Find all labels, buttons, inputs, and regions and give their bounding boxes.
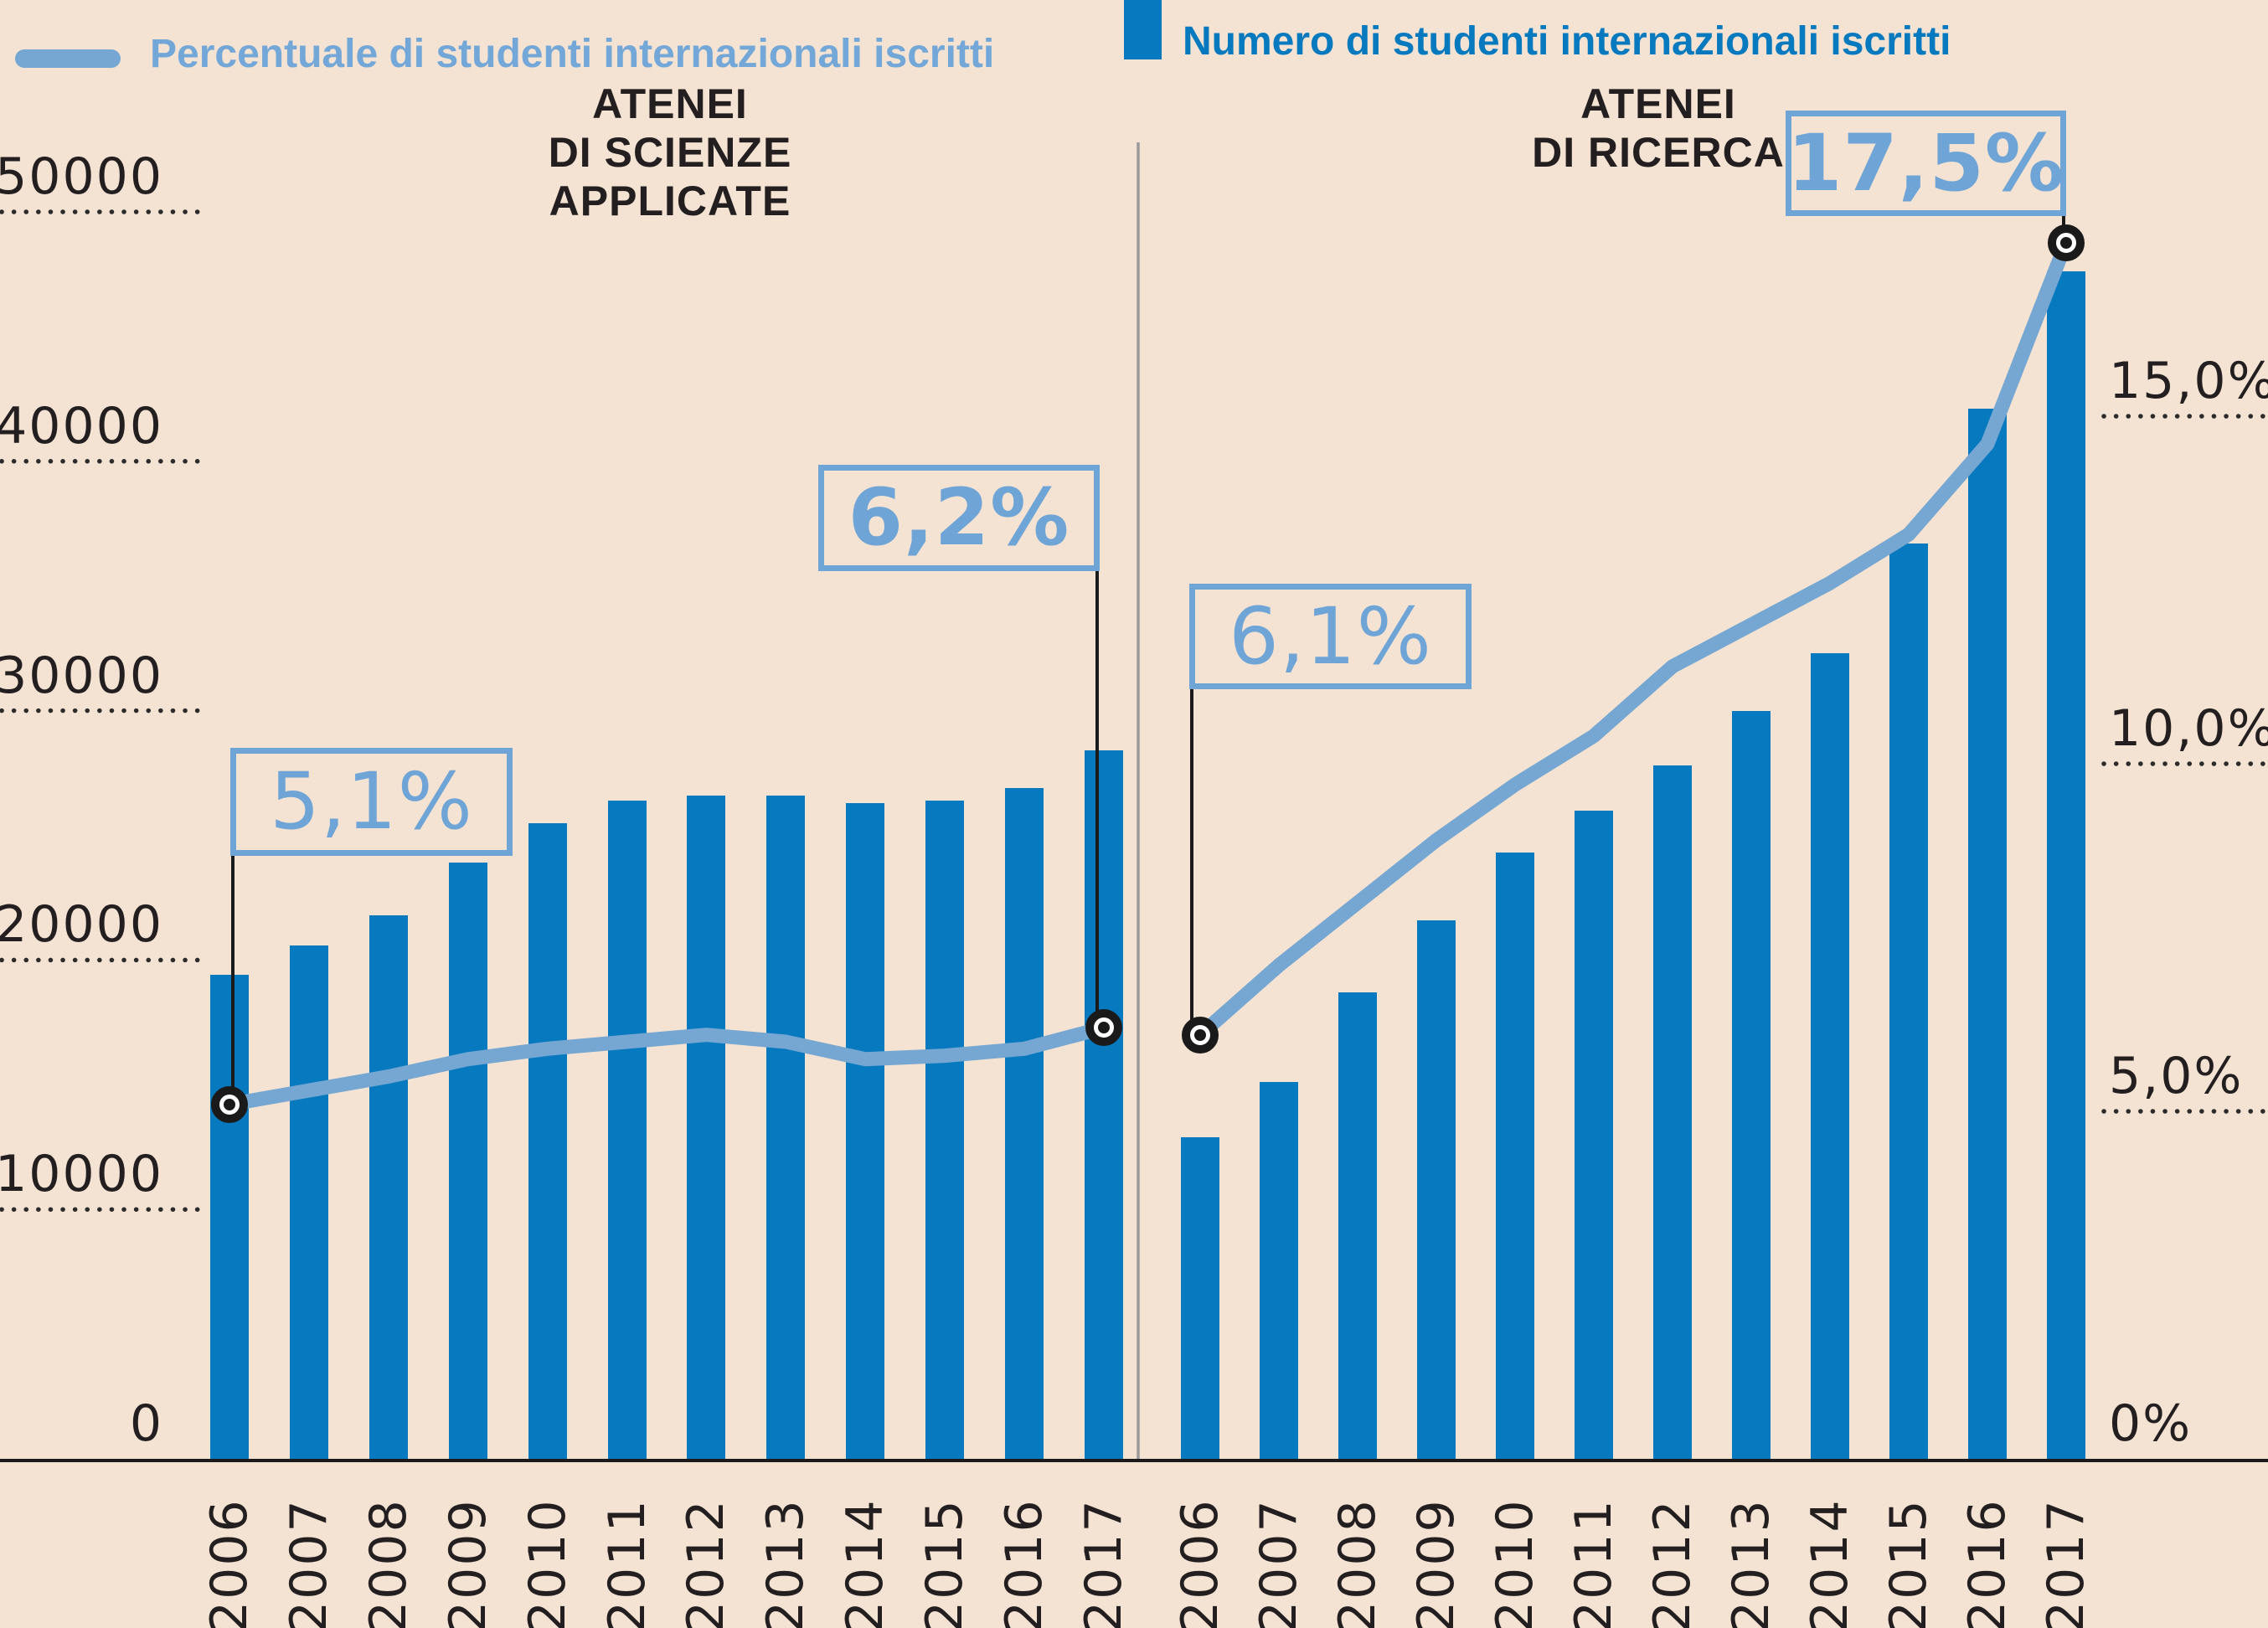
bar-panel0-2010: [528, 822, 567, 1459]
x-axis-label-panel1-2016: 2016: [1958, 1498, 2017, 1628]
line-legend-label: Percentuale di studenti internazionali i…: [150, 32, 995, 76]
callout-connector-62: [1095, 571, 1099, 1028]
x-axis-label-panel0-2006: 2006: [200, 1498, 259, 1628]
bar-panel0-2012: [687, 795, 726, 1459]
data-marker-panel1-2017: [2048, 224, 2085, 261]
panel-title-0: ATENEI DI SCIENZE APPLICATE: [377, 80, 963, 225]
bar-panel1-2006: [1181, 1136, 1219, 1459]
x-axis-label-panel0-2013: 2013: [756, 1498, 816, 1628]
x-axis-label-panel0-2012: 2012: [677, 1498, 736, 1628]
bar-panel1-2016: [1968, 409, 2007, 1459]
x-axis-label-panel1-2008: 2008: [1328, 1498, 1387, 1628]
percent-axis-tick-0: 0%: [2109, 1394, 2193, 1453]
x-axis-label-panel0-2015: 2015: [915, 1498, 975, 1628]
data-marker-dot: [1194, 1028, 1206, 1041]
x-axis-label-panel1-2010: 2010: [1486, 1498, 1544, 1628]
x-axis-label-panel1-2017: 2017: [2037, 1498, 2095, 1628]
x-axis-label-panel0-2009: 2009: [438, 1498, 497, 1628]
bar-panel0-2015: [925, 800, 965, 1459]
callout-connector-61: [1190, 689, 1193, 1035]
bar-panel0-2014: [846, 802, 885, 1459]
x-axis-label-panel1-2015: 2015: [1879, 1498, 1938, 1628]
count-axis-tick-30000: 30000: [0, 646, 163, 705]
x-axis-label-panel1-2011: 2011: [1564, 1498, 1623, 1628]
line-legend-swatch: [15, 49, 121, 68]
panel-title-line: APPLICATE: [549, 178, 791, 224]
percent-axis-tick-15: 15,0%: [2109, 352, 2268, 410]
callout-box-62: 6,2%: [818, 465, 1100, 571]
data-marker-dot: [224, 1098, 235, 1110]
callout-connector-51: [231, 856, 235, 1105]
bar-panel0-2007: [289, 945, 328, 1459]
percent-axis-tick-5: 5,0%: [2109, 1047, 2244, 1105]
bar-panel1-2015: [1889, 544, 1928, 1459]
x-axis-label-panel1-2012: 2012: [1643, 1498, 1702, 1628]
bar-legend-swatch: [1124, 0, 1162, 59]
bar-panel1-2014: [1811, 653, 1849, 1459]
bar-panel0-2017: [1084, 750, 1123, 1459]
bar-panel1-2017: [2047, 271, 2085, 1459]
x-axis-label-panel0-2007: 2007: [279, 1498, 338, 1628]
x-axis-label-panel1-2006: 2006: [1171, 1498, 1229, 1628]
bar-panel0-2013: [766, 795, 806, 1459]
bar-panel1-2012: [1653, 765, 1692, 1459]
count-axis-tick-10000: 10000: [0, 1145, 163, 1204]
data-marker-panel0-2006: [211, 1085, 248, 1123]
count-axis-tick-20000: 20000: [0, 895, 163, 955]
x-axis-label-panel0-2016: 2016: [995, 1498, 1054, 1628]
bar-panel1-2013: [1732, 710, 1771, 1459]
bar-panel0-2008: [369, 914, 408, 1459]
x-axis-label-panel1-2007: 2007: [1250, 1498, 1308, 1628]
panel-title-line: DI SCIENZE: [548, 129, 792, 176]
count-axis-tick-0: 0: [129, 1394, 163, 1453]
callout-box-175: 17,5%: [1786, 111, 2066, 216]
bar-panel1-2007: [1260, 1082, 1298, 1459]
bar-panel1-2009: [1417, 920, 1456, 1459]
bar-panel1-2011: [1575, 810, 1613, 1459]
data-marker-dot: [1097, 1022, 1110, 1034]
x-axis-label-panel0-2010: 2010: [518, 1498, 577, 1628]
x-axis-label-panel0-2014: 2014: [836, 1498, 895, 1628]
callout-box-51: 5,1%: [230, 748, 513, 856]
percent-trend-line-panel0: [222, 1020, 1111, 1112]
data-marker-dot: [2060, 236, 2072, 249]
x-axis-label-panel1-2013: 2013: [1722, 1498, 1781, 1628]
bar-panel1-2010: [1496, 853, 1534, 1459]
x-axis-label-panel0-2017: 2017: [1074, 1498, 1133, 1628]
bar-panel0-2009: [448, 863, 487, 1459]
percent-axis-tick-10: 10,0%: [2109, 699, 2268, 758]
bar-panel0-2016: [1005, 787, 1044, 1459]
x-axis-label-panel1-2014: 2014: [1801, 1498, 1859, 1628]
callout-box-61: 6,1%: [1189, 584, 1472, 689]
panel-title-line: ATENEI: [592, 80, 748, 127]
x-axis-label-panel1-2009: 2009: [1407, 1498, 1466, 1628]
bar-panel1-2008: [1338, 992, 1377, 1459]
data-marker-panel1-2006: [1182, 1016, 1219, 1054]
bar-panel0-2006: [210, 975, 249, 1459]
bar-panel0-2011: [607, 800, 647, 1459]
bar-legend-label: Numero di studenti internazionali iscrit…: [1183, 19, 1951, 64]
count-axis-tick-50000: 50000: [0, 147, 163, 206]
x-axis-label-panel0-2011: 2011: [597, 1498, 657, 1628]
count-axis-tick-40000: 40000: [0, 396, 163, 456]
x-axis-label-panel0-2008: 2008: [358, 1498, 418, 1628]
data-marker-panel0-2017: [1085, 1009, 1122, 1047]
